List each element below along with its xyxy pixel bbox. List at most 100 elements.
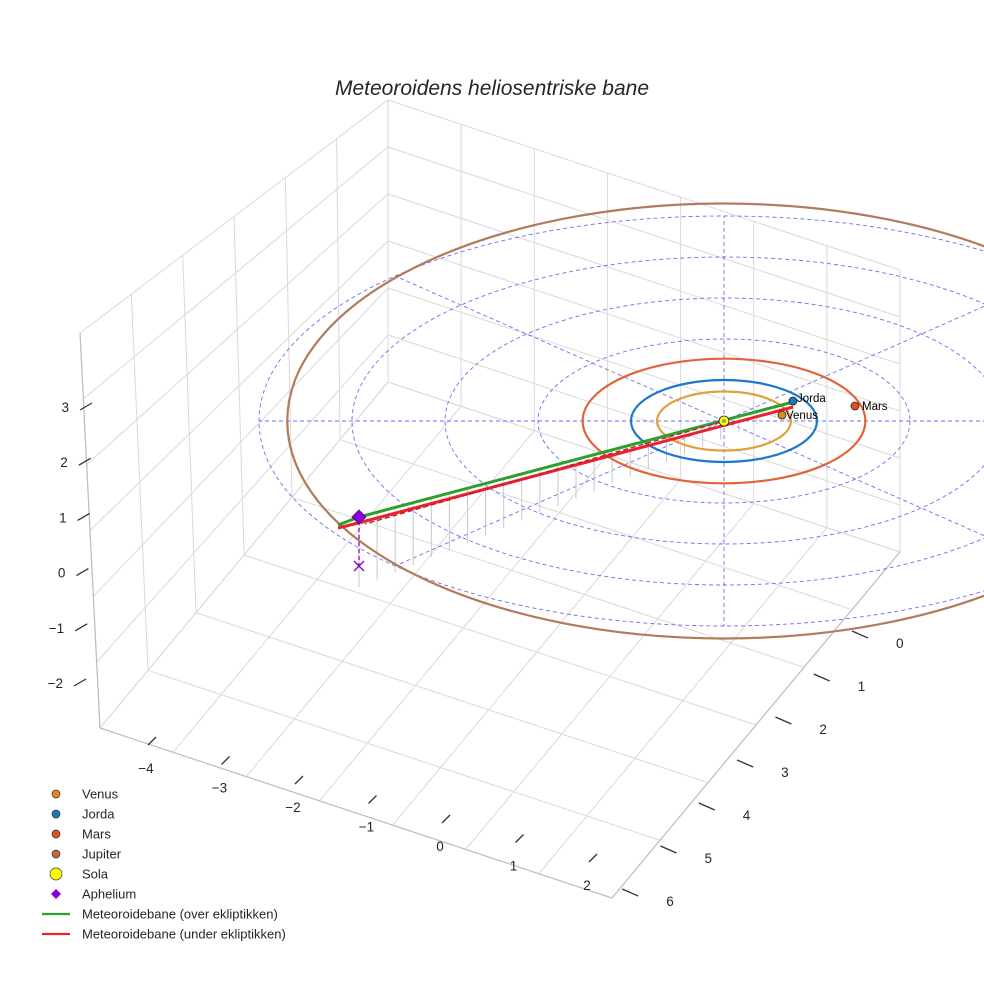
legend-circle-icon	[51, 829, 61, 839]
wall-gridline	[92, 287, 389, 597]
legend-item: Mars	[51, 827, 111, 842]
legend: Venus Jorda Mars Jupiter Sola Aphelium Meteoro…	[42, 787, 286, 942]
z-tick-label: 3	[61, 400, 69, 415]
axis-panes	[79, 99, 901, 899]
orbit-venus	[655, 390, 793, 452]
planet-label-jorda: Jorda	[797, 393, 826, 405]
aphelium-projection-cross	[353, 560, 365, 572]
wall-gridline	[79, 99, 389, 334]
y-axis-line	[99, 727, 613, 899]
z-axis-line	[79, 332, 101, 729]
ecliptic-radial	[723, 420, 984, 537]
z-tick-label: 0	[58, 566, 66, 581]
legend-label: Jorda	[82, 807, 115, 822]
y-tick-mark	[294, 775, 304, 785]
x-axis-ticks: 0 1 2 3 4 5 6	[621, 630, 904, 909]
legend-item: Jupiter	[51, 847, 122, 862]
planet-markers: Venus Jorda Mars	[718, 393, 888, 427]
legend-circle-icon	[51, 809, 61, 819]
y-tick-label: −2	[285, 800, 300, 815]
planet-label-mars: Mars	[862, 401, 888, 413]
wall-gridline	[99, 381, 389, 729]
x-tick-mark	[851, 630, 869, 639]
x-tick-label: 3	[781, 765, 789, 780]
planet-jorda	[788, 396, 798, 406]
z-tick-mark	[77, 512, 90, 521]
aphelium-marker	[351, 509, 367, 525]
x-tick-mark	[775, 716, 792, 725]
planet-mars	[850, 401, 860, 411]
x-tick-mark	[698, 802, 716, 811]
sun-core	[722, 419, 726, 423]
chart-title: Meteoroidens heliosentriske bane	[335, 77, 649, 100]
y-tick-label: 1	[510, 859, 518, 874]
ecliptic-grid	[258, 215, 984, 627]
ecliptic-radial	[395, 420, 725, 567]
floor-gridline	[339, 439, 853, 611]
legend-label: Jupiter	[82, 847, 122, 862]
y-tick-mark	[515, 834, 524, 843]
y-tick-label: −1	[359, 820, 374, 835]
z-tick-mark	[79, 402, 93, 411]
z-tick-label: 1	[59, 510, 67, 525]
y-tick-label: 2	[583, 878, 591, 893]
back-gridline	[387, 381, 901, 553]
y-tick-mark	[368, 795, 377, 804]
x-tick-label: 6	[666, 894, 674, 909]
wall-gridline	[89, 240, 389, 531]
ecliptic-ring	[258, 215, 984, 627]
wall-gridline	[96, 334, 389, 663]
back-gridline	[387, 146, 901, 318]
floor-gridline	[243, 554, 757, 726]
legend-label: Venus	[82, 787, 119, 802]
y-tick-mark	[221, 756, 230, 765]
x-tick-mark	[736, 759, 754, 768]
z-tick-mark	[78, 457, 92, 466]
x-tick-mark	[813, 673, 830, 682]
z-tick-label: 2	[60, 455, 68, 470]
x-tick-label: 0	[896, 636, 904, 651]
trajectory-below	[337, 405, 794, 530]
ecliptic-radial	[395, 275, 725, 422]
planet-venus	[777, 410, 787, 420]
legend-label: Meteoroidebane (over ekliptikken)	[82, 907, 278, 922]
back-gridline	[387, 334, 901, 506]
y-tick-mark	[147, 736, 157, 746]
legend-item: Jorda	[51, 807, 115, 822]
legend-circle-icon	[49, 867, 63, 881]
floor-gridline	[291, 496, 805, 668]
legend-item: Meteoroidebane (over ekliptikken)	[42, 907, 278, 922]
back-gridline	[387, 287, 901, 459]
trajectory-projection	[364, 419, 729, 525]
orbit-mars	[581, 357, 867, 485]
legend-diamond-icon	[51, 889, 61, 899]
z-tick-mark	[73, 678, 87, 687]
z-tick-mark	[74, 623, 88, 632]
orbit-jupiter	[286, 202, 984, 640]
legend-item: Aphelium	[51, 887, 136, 902]
wall-gridline	[83, 146, 389, 400]
back-gridline	[387, 193, 901, 365]
z-tick-mark	[76, 568, 89, 577]
legend-circle-icon	[51, 789, 61, 799]
floor-gridline	[147, 669, 661, 841]
legend-item: Meteoroidebane (under ekliptikken)	[42, 927, 286, 942]
y-tick-label: 0	[436, 839, 444, 854]
back-gridline	[387, 99, 901, 271]
legend-label: Sola	[82, 867, 109, 882]
x-tick-label: 5	[705, 851, 713, 866]
back-gridline	[387, 240, 901, 412]
ecliptic-radial	[723, 305, 984, 422]
z-axis-ticks: 3 2 1 0 −1 −2	[48, 400, 93, 691]
y-axis-ticks: −4 −3 −2 −1 0 1 2	[138, 736, 598, 893]
z-tick-label: −2	[48, 676, 63, 691]
orbit-jorda	[629, 378, 819, 464]
x-tick-mark	[621, 888, 639, 897]
y-tick-mark	[588, 853, 598, 863]
y-tick-mark	[441, 814, 451, 824]
wall-gridline	[86, 193, 389, 466]
y-tick-label: −3	[212, 781, 227, 796]
meteoroid-trajectory	[337, 400, 794, 572]
legend-circle-icon	[51, 849, 61, 859]
planet-label-venus: Venus	[786, 410, 818, 422]
